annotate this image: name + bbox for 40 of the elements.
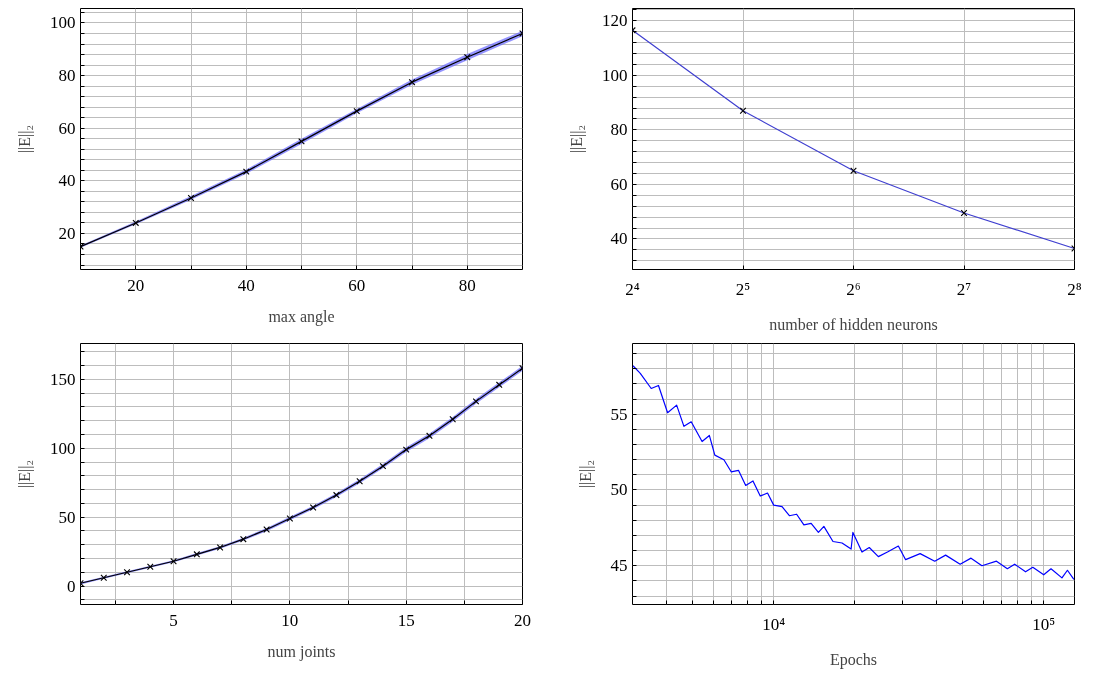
y-tick-label: 120 <box>602 11 628 31</box>
x-axis-title: max angle <box>268 307 335 326</box>
x-tick-label: 20 <box>514 610 531 630</box>
y-tick-label: 55 <box>610 404 628 424</box>
y-tick-label: 60 <box>610 174 628 194</box>
x-tick-label: 40 <box>237 275 255 295</box>
x-tick-label: 10⁴ <box>762 614 786 634</box>
x-tick-label: 10 <box>281 610 299 630</box>
x-tick-label: 10⁵ <box>1032 614 1056 634</box>
x-tick-label: 2⁴ <box>625 279 640 299</box>
x-tick-label: 5 <box>169 610 178 630</box>
y-axis-title: ||E||₂ <box>576 459 595 489</box>
x-tick-label: 2⁷ <box>956 279 972 299</box>
x-tick-label: 15 <box>397 610 415 630</box>
y-tick-label: 20 <box>58 223 76 243</box>
y-tick-label: 80 <box>610 120 628 140</box>
y-tick-label: 100 <box>602 65 628 85</box>
y-tick-label: 45 <box>610 556 628 576</box>
x-tick-label: 2⁵ <box>735 279 751 299</box>
x-tick-label: 60 <box>348 275 366 295</box>
x-tick-label: 20 <box>127 275 145 295</box>
y-tick-label: 50 <box>58 507 76 527</box>
y-tick-label: 60 <box>58 118 76 138</box>
y-tick-label: 0 <box>67 576 76 596</box>
y-tick-label: 40 <box>610 229 628 249</box>
x-tick-label: 2⁸ <box>1067 279 1082 299</box>
y-axis-title: ||E||₂ <box>16 459 34 489</box>
y-tick-label: 80 <box>58 66 76 86</box>
x-tick-label: 2⁶ <box>846 279 861 299</box>
x-tick-label: 80 <box>458 275 476 295</box>
y-axis-title: ||E||₂ <box>568 124 586 154</box>
y-tick-label: 100 <box>50 438 76 458</box>
y-axis-title: ||E||₂ <box>16 124 34 154</box>
y-tick-label: 40 <box>58 171 76 191</box>
y-tick-label: 150 <box>50 369 76 389</box>
x-axis-title: Epochs <box>829 650 878 669</box>
y-tick-label: 50 <box>610 480 628 500</box>
x-axis-title: num joints <box>267 642 336 661</box>
y-tick-label: 100 <box>50 13 76 33</box>
x-axis-title: number of hidden neurons <box>769 315 938 333</box>
